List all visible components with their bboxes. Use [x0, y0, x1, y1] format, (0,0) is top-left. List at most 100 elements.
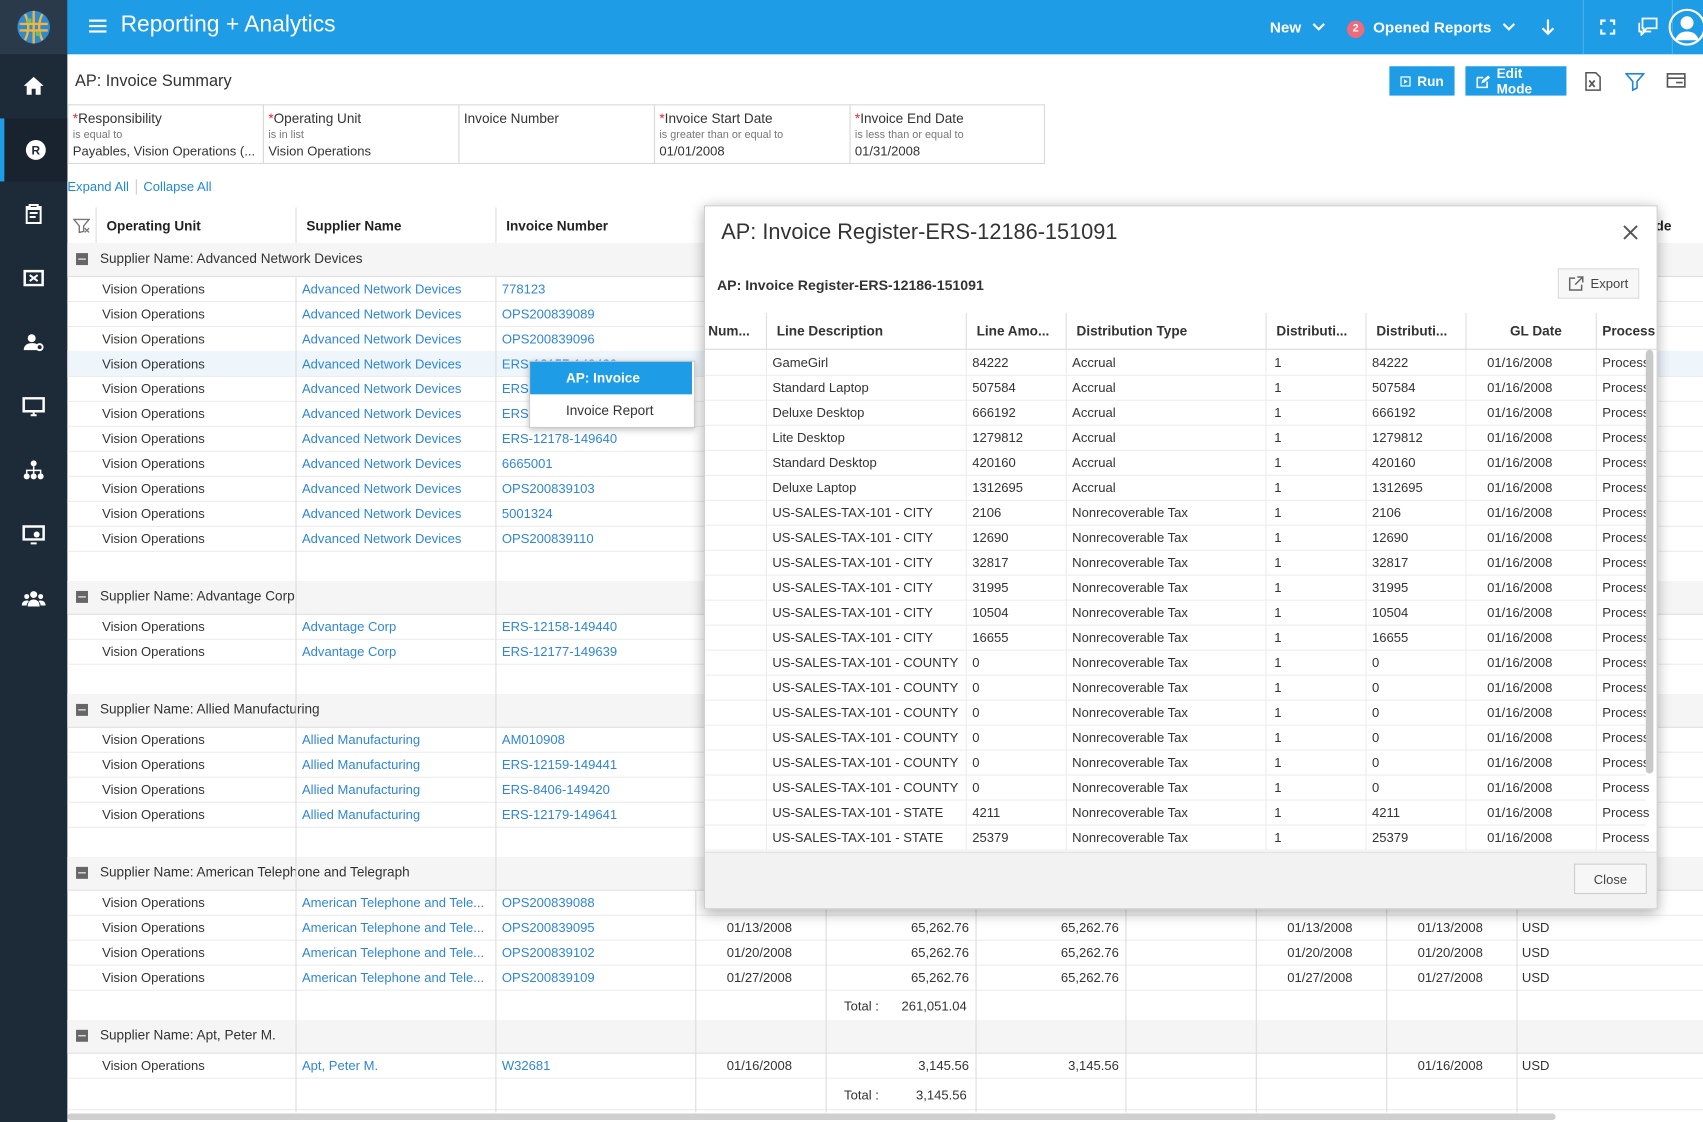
filter-invoice-start-date[interactable]: *Invoice Start Date is greater than or e… — [653, 104, 851, 165]
table-row[interactable]: US-SALES-TAX-101 - COUNTY 0 Nonrecoverable… — [705, 674, 1649, 701]
filter-operating-unit[interactable]: *Operating Unit is in list Vision Operat… — [262, 104, 460, 165]
cell-supplier-link[interactable]: Advanced Network Devices — [301, 456, 462, 472]
cell-supplier-link[interactable]: American Telephone and Tele... — [301, 895, 485, 911]
nav-screen-settings[interactable] — [0, 503, 67, 566]
edit-mode-button[interactable]: Edit Mode — [1465, 66, 1567, 96]
cell-supplier-link[interactable]: Allied Manufacturing — [301, 732, 421, 748]
table-row[interactable]: Vision Operations American Telephone and… — [67, 965, 1703, 991]
collapse-group-icon[interactable] — [76, 590, 88, 603]
cell-invoice-link[interactable]: ERS-12159-149441 — [501, 757, 618, 773]
column-header[interactable]: Process — [1602, 323, 1656, 339]
cell-invoice-link[interactable]: OPS200839095 — [501, 920, 595, 936]
opened-reports-button[interactable]: 2 Opened Reports — [1347, 18, 1515, 39]
column-header[interactable]: Distributi... — [1376, 323, 1448, 339]
table-row[interactable]: US-SALES-TAX-101 - COUNTY 0 Nonrecoverable… — [705, 649, 1649, 676]
layout-icon[interactable] — [1666, 72, 1686, 92]
table-row[interactable]: Vision Operations Apt, Peter M. W32681 01… — [67, 1053, 1703, 1079]
new-menu-button[interactable]: New — [1270, 18, 1325, 36]
cell-invoice-link[interactable]: OPS200839103 — [501, 481, 595, 497]
cell-supplier-link[interactable]: American Telephone and Tele... — [301, 945, 485, 961]
cell-supplier-link[interactable]: Advantage Corp — [301, 619, 397, 635]
cell-invoice-link[interactable]: ERS-8406-149420 — [501, 782, 610, 798]
header-currency-code[interactable]: de — [1655, 218, 1672, 234]
table-row[interactable]: Deluxe Desktop 666192 Accrual 1 666192 01/16/… — [705, 399, 1649, 426]
cell-invoice-link[interactable]: ERS-12158-149440 — [501, 619, 618, 635]
column-header[interactable]: Distribution Type — [1076, 323, 1188, 339]
close-button[interactable]: Close — [1574, 863, 1647, 895]
fullscreen-icon[interactable] — [1600, 19, 1616, 35]
cell-invoice-link[interactable]: ERS-12177-149639 — [501, 644, 618, 660]
nav-users[interactable] — [0, 567, 67, 630]
nav-clipboard[interactable] — [0, 182, 67, 245]
table-row[interactable]: GameGirl 84222 Accrual 1 84222 01/16/2008 Proc… — [705, 349, 1649, 376]
cell-invoice-link[interactable]: 5001324 — [501, 506, 553, 522]
cell-supplier-link[interactable]: Allied Manufacturing — [301, 782, 421, 798]
expand-all-link[interactable]: Expand All — [67, 179, 129, 195]
group-row[interactable]: Supplier Name: Apt, Peter M. — [67, 1020, 1703, 1054]
column-header[interactable]: Distributi... — [1276, 323, 1348, 339]
cell-invoice-link[interactable]: OPS200839088 — [501, 895, 595, 911]
cell-supplier-link[interactable]: Advanced Network Devices — [301, 381, 462, 397]
cell-supplier-link[interactable]: Advanced Network Devices — [301, 356, 462, 372]
cell-supplier-link[interactable]: Advantage Corp — [301, 644, 397, 660]
collapse-group-icon[interactable] — [76, 866, 88, 879]
cell-supplier-link[interactable]: Advanced Network Devices — [301, 481, 462, 497]
cell-invoice-link[interactable]: ERS- — [501, 381, 534, 397]
table-row[interactable]: US-SALES-TAX-101 - COUNTY 0 Nonrecoverable… — [705, 774, 1649, 801]
collapse-group-icon[interactable] — [76, 703, 88, 716]
download-icon[interactable] — [1540, 18, 1555, 36]
table-row[interactable]: US-SALES-TAX-101 - COUNTY 0 Nonrecoverable… — [705, 724, 1649, 751]
table-row[interactable]: US-SALES-TAX-101 - STATE 25379 Nonrecovera… — [705, 824, 1649, 851]
table-row[interactable]: US-SALES-TAX-101 - STATE 4211 Nonrecoverab… — [705, 799, 1649, 826]
cell-supplier-link[interactable]: Advanced Network Devices — [301, 306, 462, 322]
table-row[interactable]: US-SALES-TAX-101 - COUNTY 0 Nonrecoverable… — [705, 699, 1649, 726]
cell-supplier-link[interactable]: Allied Manufacturing — [301, 807, 421, 823]
column-header[interactable]: Line Description — [776, 323, 884, 339]
table-row[interactable]: Deluxe Laptop 1312695 Accrual 1 1312695 01/16… — [705, 474, 1649, 501]
menu-item-invoice-report[interactable]: Invoice Report — [565, 403, 654, 419]
table-row[interactable]: Vision Operations American Telephone and… — [67, 915, 1703, 941]
filter-invoice-number[interactable]: Invoice Number — [458, 104, 656, 165]
column-header[interactable]: Num... — [708, 323, 750, 339]
cell-invoice-link[interactable]: OPS200839089 — [501, 306, 595, 322]
header-supplier-name[interactable]: Supplier Name — [306, 218, 402, 234]
cell-supplier-link[interactable]: Advanced Network Devices — [301, 281, 462, 297]
cell-invoice-link[interactable]: 6665001 — [501, 456, 553, 472]
user-avatar-icon[interactable] — [1668, 8, 1703, 47]
cell-invoice-link[interactable]: OPS200839110 — [501, 531, 594, 547]
header-operating-unit[interactable]: Operating Unit — [106, 218, 201, 234]
cell-supplier-link[interactable]: Advanced Network Devices — [301, 531, 462, 547]
excel-icon[interactable] — [1583, 72, 1603, 92]
chat-icon[interactable] — [1638, 17, 1658, 36]
table-row[interactable]: US-SALES-TAX-101 - CITY 16655 Nonrecoverab… — [705, 624, 1649, 651]
table-row[interactable]: Vision Operations American Telephone and… — [67, 940, 1703, 966]
vertical-scrollbar[interactable] — [1645, 349, 1654, 774]
close-icon[interactable] — [1622, 224, 1639, 241]
cell-invoice-link[interactable]: W32681 — [501, 1058, 551, 1074]
cell-supplier-link[interactable]: American Telephone and Tele... — [301, 970, 485, 986]
table-row[interactable]: US-SALES-TAX-101 - CITY 32817 Nonrecoverab… — [705, 549, 1649, 576]
nav-monitor[interactable] — [0, 375, 67, 438]
cell-supplier-link[interactable]: Apt, Peter M. — [301, 1058, 379, 1074]
filter-icon[interactable] — [1625, 72, 1645, 92]
cell-supplier-link[interactable]: Advanced Network Devices — [301, 406, 462, 422]
header-invoice-number[interactable]: Invoice Number — [506, 218, 609, 234]
cell-invoice-link[interactable]: OPS200839102 — [501, 945, 595, 961]
cell-supplier-link[interactable]: Advanced Network Devices — [301, 506, 462, 522]
table-row[interactable]: US-SALES-TAX-101 - CITY 10504 Nonrecoverab… — [705, 599, 1649, 626]
column-header[interactable]: Line Amo... — [976, 323, 1050, 339]
menu-item-ap-invoice-register[interactable]: AP: Invoice Register — [530, 361, 692, 418]
cell-supplier-link[interactable]: Advanced Network Devices — [301, 431, 462, 447]
column-filter-icon[interactable] — [72, 218, 91, 234]
menu-icon[interactable] — [89, 16, 107, 38]
cell-invoice-link[interactable]: OPS200839096 — [501, 331, 595, 347]
cell-invoice-link[interactable]: ERS-12178-149640 — [501, 431, 618, 447]
cell-supplier-link[interactable]: American Telephone and Tele... — [301, 920, 485, 936]
run-button[interactable]: Run — [1389, 66, 1455, 96]
table-row[interactable]: US-SALES-TAX-101 - CITY 12690 Nonrecoverab… — [705, 524, 1649, 551]
cell-invoice-link[interactable]: ERS-12179-149641 — [501, 807, 618, 823]
filter-invoice-end-date[interactable]: *Invoice End Date is less than or equal … — [849, 104, 1046, 165]
nav-org-chart[interactable] — [0, 439, 67, 502]
table-row[interactable]: Standard Desktop 420160 Accrual 1 420160 01/1… — [705, 449, 1649, 476]
export-button[interactable]: Export — [1557, 268, 1640, 299]
